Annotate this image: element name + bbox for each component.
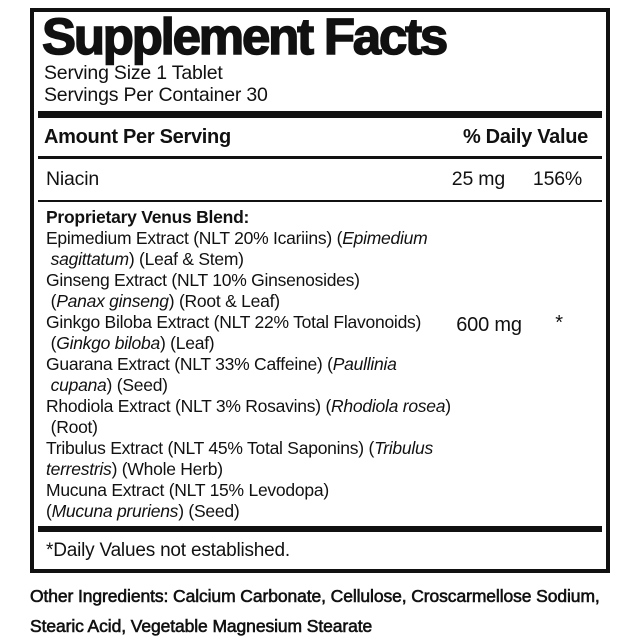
blend-line: (Root): [46, 417, 98, 437]
blend-line: Mucuna Extract (NLT 15% Levodopa): [46, 480, 329, 500]
blend-amount: 600 mg: [456, 314, 522, 336]
amount-per-serving-header: Amount Per Serving: [44, 126, 231, 148]
other-ingredients-line: Other Ingredients: Calcium Carbonate, Ce…: [30, 586, 600, 607]
blend-line: cupana) (Seed): [50, 375, 168, 395]
supplement-facts-panel: Supplement Facts Serving Size 1 Tablet S…: [30, 8, 610, 573]
blend-line: Guarana Extract (NLT 33% Caffeine) (Paul…: [46, 354, 397, 374]
blend-line: Ginkgo Biloba Extract (NLT 22% Total Fla…: [46, 312, 422, 332]
divider-medium: [38, 156, 602, 159]
blend-line: sagittatum) (Leaf & Stem): [50, 249, 244, 269]
blend-line: Tribulus Extract (NLT 45% Total Saponins…: [46, 438, 434, 458]
servings-per-container: Servings Per Container 30: [44, 84, 268, 106]
blend-lines: Epimedium Extract (NLT 20% Icariins) (Ep…: [46, 228, 596, 522]
serving-size: Serving Size 1 Tablet: [44, 62, 223, 84]
blend-line: Epimedium Extract (NLT 20% Icariins) (Ep…: [46, 228, 428, 248]
divider-thin: [38, 200, 602, 202]
column-header-row: Amount Per Serving % Daily Value: [44, 118, 596, 156]
other-ingredients-line: Stearic Acid, Vegetable Magnesium Steara…: [30, 616, 373, 637]
daily-value-header: % Daily Value: [462, 126, 588, 148]
nutrient-name: Niacin: [46, 168, 99, 190]
nutrient-daily-value: 156%: [532, 168, 582, 190]
niacin-row: Niacin 25 mg 156%: [44, 159, 596, 200]
panel-title: Supplement Facts: [41, 8, 449, 65]
blend-daily-value-asterisk: *: [555, 312, 563, 334]
divider-thick-bottom: [38, 526, 602, 532]
daily-value-footnote: *Daily Values not established.: [46, 540, 290, 561]
blend-line: Rhodiola Extract (NLT 3% Rosavins) (Rhod…: [46, 396, 451, 416]
nutrient-amount: 25 mg: [451, 168, 505, 190]
proprietary-blend-section: Proprietary Venus Blend: Epimedium Extra…: [44, 202, 596, 524]
blend-line: terrestris) (Whole Herb): [46, 459, 223, 479]
blend-heading: Proprietary Venus Blend:: [46, 207, 250, 227]
other-ingredients: Other Ingredients: Calcium Carbonate, Ce…: [30, 581, 622, 640]
blend-line: (Ginkgo biloba) (Leaf): [46, 333, 215, 353]
blend-line: Ginseng Extract (NLT 10% Ginsenosides): [46, 270, 360, 290]
divider-thick-top: [38, 111, 602, 118]
blend-line: (Panax ginseng) (Root & Leaf): [46, 291, 280, 311]
blend-line: (Mucuna pruriens) (Seed): [46, 501, 240, 521]
